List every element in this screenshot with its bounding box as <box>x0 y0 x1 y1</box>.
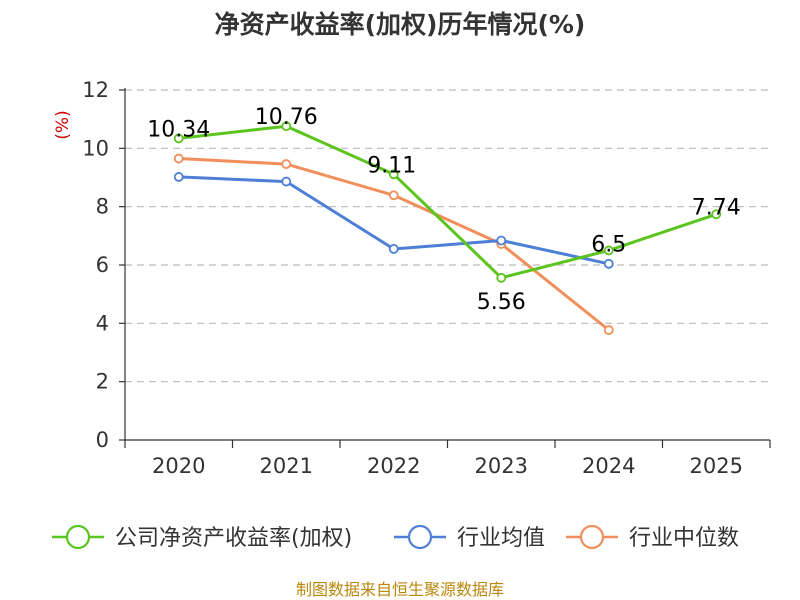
x-tick-label-2024: 2024 <box>582 454 635 478</box>
y-axis-unit: (%) <box>53 110 73 139</box>
series-line-0 <box>178 124 717 280</box>
legend[interactable]: 公司净资产收益率(加权) 行业均值 行业中位数 <box>52 524 739 551</box>
x-tick-label-2025: 2025 <box>690 454 743 478</box>
source-note: 制图数据来自恒生聚源数据库 <box>296 580 504 599</box>
legend-swatch-marker-1 <box>407 524 433 550</box>
x-tick-label-2023: 2023 <box>475 454 528 478</box>
series-1 <box>173 172 614 269</box>
axes: 0 2 4 6 8 10 12 2020 2021 2022 2023 2024 2025 <box>82 78 771 478</box>
point-1-2023 <box>496 235 507 246</box>
point-1-2024 <box>603 258 614 269</box>
point-0-2021 <box>281 121 292 132</box>
point-0-2024 <box>603 245 614 256</box>
legend-swatch-marker-0 <box>65 524 91 550</box>
y-tick-label-6: 6 <box>96 253 109 277</box>
data-label-2024: 6.5 <box>591 232 626 257</box>
point-0-2022 <box>388 169 399 180</box>
point-1-2021 <box>281 176 292 187</box>
y-tick-label-10: 10 <box>82 136 109 160</box>
x-tick-label-2022: 2022 <box>367 454 420 478</box>
y-tick-label-4: 4 <box>96 311 109 335</box>
x-tick-label-2020: 2020 <box>152 454 205 478</box>
y-tick-label-2: 2 <box>96 370 109 394</box>
y-tick-label-8: 8 <box>96 195 109 219</box>
x-tick-label-2021: 2021 <box>260 454 313 478</box>
data-label-2023: 5.56 <box>477 290 526 315</box>
legend-swatch-marker-2 <box>579 524 605 550</box>
data-label-2020: 10.34 <box>147 117 210 142</box>
legend-label-1: 行业均值 <box>457 526 545 551</box>
data-labels: 10.34 10.76 9.11 5.56 6.5 7.74 <box>147 105 740 315</box>
point-0-2023 <box>496 272 507 283</box>
legend-item-0[interactable]: 公司净资产收益率(加权) <box>52 524 352 551</box>
series-2 <box>173 153 614 335</box>
y-tick-label-0: 0 <box>96 428 109 452</box>
legend-label-0: 公司净资产收益率(加权) <box>115 526 352 551</box>
legend-item-1[interactable]: 行业均值 <box>394 524 545 551</box>
point-0-2025 <box>711 209 722 220</box>
y-tick-label-12: 12 <box>82 78 109 102</box>
series-layer <box>173 121 722 335</box>
point-0-2020 <box>173 133 184 144</box>
data-label-2025: 7.74 <box>692 195 741 220</box>
data-label-2021: 10.76 <box>255 105 318 130</box>
point-2-2021 <box>281 159 292 169</box>
legend-item-2[interactable]: 行业中位数 <box>566 524 739 551</box>
point-2-2024 <box>603 325 614 335</box>
point-2-2022 <box>388 190 399 201</box>
data-label-2022: 9.11 <box>367 153 416 178</box>
chart-title: 净资产收益率(加权)历年情况(%) <box>215 10 586 39</box>
point-1-2020 <box>173 172 184 182</box>
series-0 <box>173 121 722 283</box>
legend-label-2: 行业中位数 <box>629 526 739 551</box>
point-2-2020 <box>173 153 184 164</box>
point-1-2022 <box>388 244 399 254</box>
